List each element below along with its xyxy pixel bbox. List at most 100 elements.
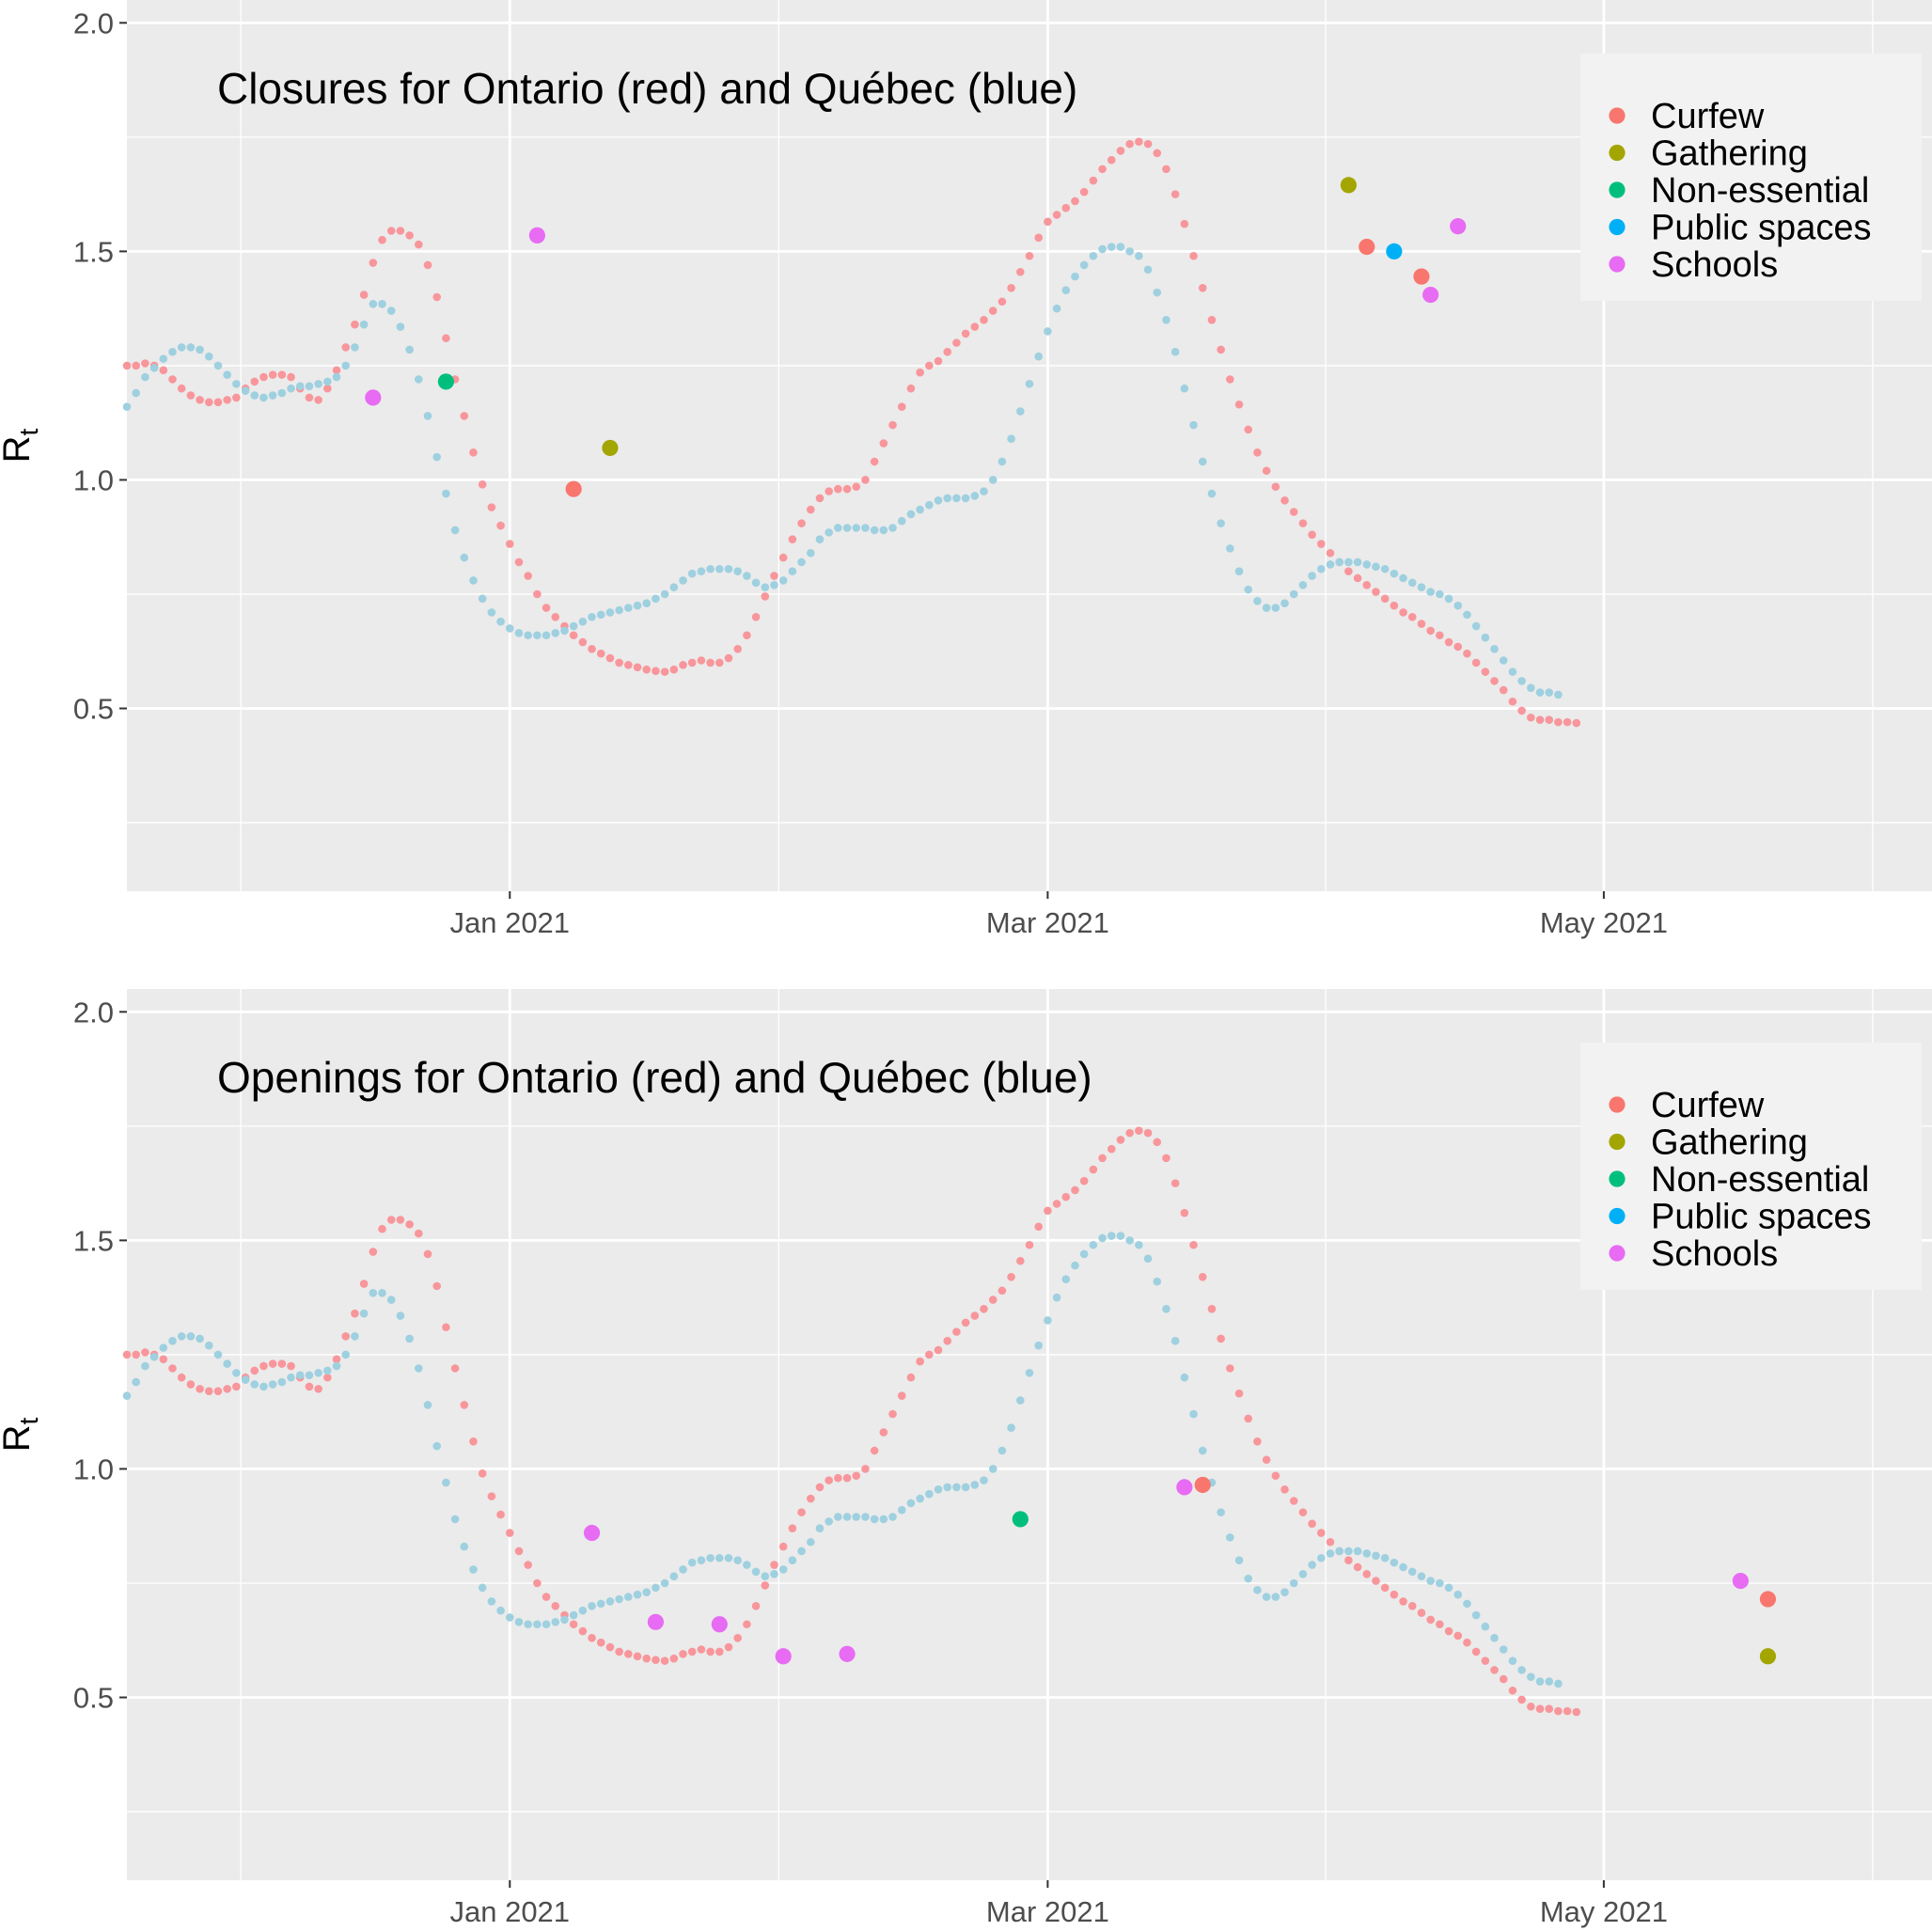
quebec-point (1362, 1549, 1372, 1558)
x-tick-label: Jan 2021 (449, 906, 570, 939)
quebec-point (323, 377, 332, 386)
ontario-point (761, 1581, 770, 1590)
ontario-point (615, 658, 623, 667)
ontario-point (1089, 1165, 1098, 1174)
ontario-point (1198, 283, 1207, 292)
ontario-point (405, 231, 414, 240)
quebec-point (624, 604, 633, 612)
quebec-point (1280, 1588, 1289, 1597)
quebec-point (569, 621, 578, 631)
quebec-point (997, 457, 1007, 466)
ontario-point (496, 1510, 505, 1519)
quebec-point (1262, 604, 1271, 612)
quebec-point (1170, 1337, 1180, 1345)
ontario-point (551, 1602, 560, 1610)
quebec-point (1426, 588, 1435, 596)
quebec-point (460, 1542, 469, 1551)
ontario-point (533, 1578, 542, 1588)
ontario-point (1280, 1485, 1289, 1494)
quebec-point (1153, 288, 1162, 297)
ontario-point (1234, 1389, 1244, 1398)
ontario-point (1153, 1138, 1162, 1147)
quebec-point (314, 380, 322, 388)
ontario-point (204, 398, 213, 407)
quebec-point (1107, 1232, 1116, 1240)
ontario-point (1417, 620, 1426, 628)
ontario-point (1463, 649, 1471, 658)
ontario-point (223, 396, 231, 404)
ontario-point (1517, 706, 1526, 715)
ontario-point (1061, 1192, 1071, 1201)
quebec-point (132, 1377, 140, 1387)
quebec-point (159, 1343, 168, 1352)
quebec-point (1007, 1423, 1015, 1433)
quebec-point (733, 1556, 742, 1564)
quebec-point (351, 343, 359, 352)
quebec-point (1471, 1610, 1481, 1620)
ontario-point (132, 1350, 140, 1359)
quebec-point (551, 629, 560, 637)
quebec-point (1116, 1232, 1125, 1240)
ontario-point (314, 396, 322, 404)
x-tick-label: Jan 2021 (449, 1895, 570, 1928)
quebec-point (870, 1515, 879, 1524)
quebec-point (1481, 633, 1490, 642)
ontario-point (569, 1620, 578, 1629)
ontario-point (834, 484, 842, 494)
quebec-point (1253, 596, 1262, 605)
quebec-point (386, 1295, 396, 1304)
quebec-point (1535, 1677, 1545, 1686)
quebec-point (496, 617, 505, 626)
ontario-point (305, 1382, 314, 1391)
ontario-point (1262, 466, 1271, 476)
ontario-point (970, 322, 980, 331)
quebec-point (560, 1615, 569, 1625)
ontario-point (1289, 508, 1298, 516)
quebec-point (415, 1364, 423, 1373)
event-point-non-essential (1012, 1511, 1029, 1528)
ontario-point (788, 535, 797, 543)
quebec-point (1508, 1656, 1517, 1665)
quebec-point (988, 1465, 997, 1473)
quebec-point (149, 1353, 159, 1361)
ontario-point (223, 1385, 231, 1393)
ontario-point (1262, 1455, 1271, 1465)
ontario-point (450, 1364, 460, 1373)
quebec-point (825, 1517, 833, 1526)
ontario-point (1372, 1577, 1380, 1585)
ontario-point (1289, 1497, 1298, 1505)
event-point-schools (1176, 1479, 1193, 1496)
quebec-point (970, 1481, 980, 1489)
ontario-point (460, 1401, 469, 1409)
quebec-point (386, 306, 396, 315)
quebec-point (1390, 569, 1399, 578)
event-point-curfew (1759, 1591, 1777, 1608)
ontario-point (1554, 1706, 1563, 1716)
ontario-point (1527, 1702, 1535, 1711)
ontario-point (1399, 608, 1407, 617)
quebec-point (268, 1380, 277, 1389)
event-point-schools (528, 227, 545, 243)
quebec-point (888, 1513, 897, 1521)
ontario-point (177, 384, 186, 393)
quebec-point (405, 345, 414, 354)
ontario-point (432, 292, 441, 302)
quebec-point (1189, 420, 1198, 430)
quebec-point (687, 569, 697, 578)
legend-label: Public spaces (1651, 209, 1871, 248)
quebec-point (806, 1537, 815, 1546)
quebec-point (1453, 601, 1463, 610)
quebec-point (916, 1494, 924, 1503)
quebec-point (1198, 1446, 1207, 1455)
ontario-point (423, 1249, 432, 1259)
ontario-point (697, 656, 706, 665)
ontario-point (1271, 482, 1280, 492)
legend-key-curfew (1609, 1096, 1626, 1113)
ontario-point (1380, 594, 1390, 604)
legend-key-non-essential (1609, 181, 1626, 198)
quebec-point (1170, 348, 1180, 356)
ontario-point (1125, 139, 1134, 149)
quebec-point (1034, 352, 1043, 361)
quebec-point (369, 299, 378, 308)
quebec-point (934, 496, 943, 505)
